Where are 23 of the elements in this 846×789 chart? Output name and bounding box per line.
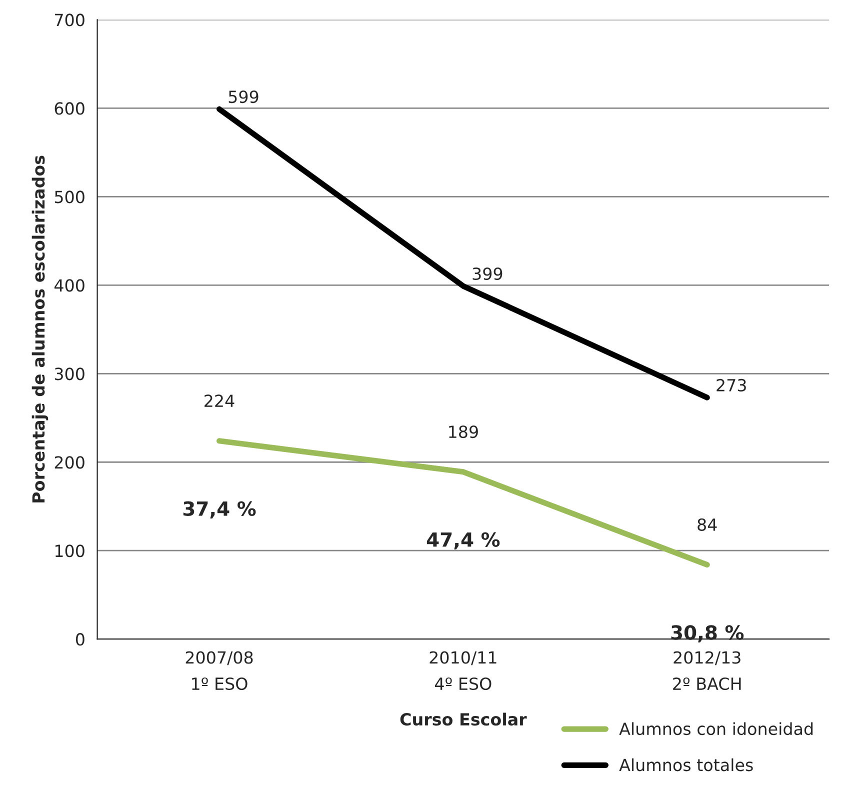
annotation: 47,4 %	[426, 532, 500, 550]
data-label: 224	[204, 394, 234, 407]
x-tick-label: 2007/08 1º ESO	[186, 651, 253, 690]
y-tick-label: 700	[55, 14, 84, 26]
y-tick-label: 400	[54, 279, 84, 292]
data-label: 399	[472, 267, 502, 280]
x-axis-title: Curso Escolar	[400, 712, 527, 726]
y-tick-label: 0	[76, 633, 84, 646]
data-label: 599	[228, 90, 258, 104]
data-label: 273	[716, 378, 746, 392]
x-tick-label: 2010/11 4º ESO	[430, 651, 496, 690]
y-axis-title: Porcentaje de alumnos escolarizados	[32, 156, 48, 502]
y-tick-label: 300	[54, 368, 84, 380]
annotation: 37,4 %	[183, 501, 256, 518]
data-label: 189	[449, 425, 478, 438]
y-tick-label: 500	[54, 190, 84, 204]
x-tick-label: 2012/13 2º BACH	[673, 651, 741, 690]
legend-label: Alumnos totales	[619, 758, 753, 772]
y-tick-label: 100	[56, 544, 84, 558]
legend-label: Alumnos con idoneidad	[619, 722, 813, 736]
y-tick-label: 600	[54, 102, 84, 115]
data-label: 84	[698, 518, 717, 531]
y-tick-label: 200	[54, 456, 84, 469]
